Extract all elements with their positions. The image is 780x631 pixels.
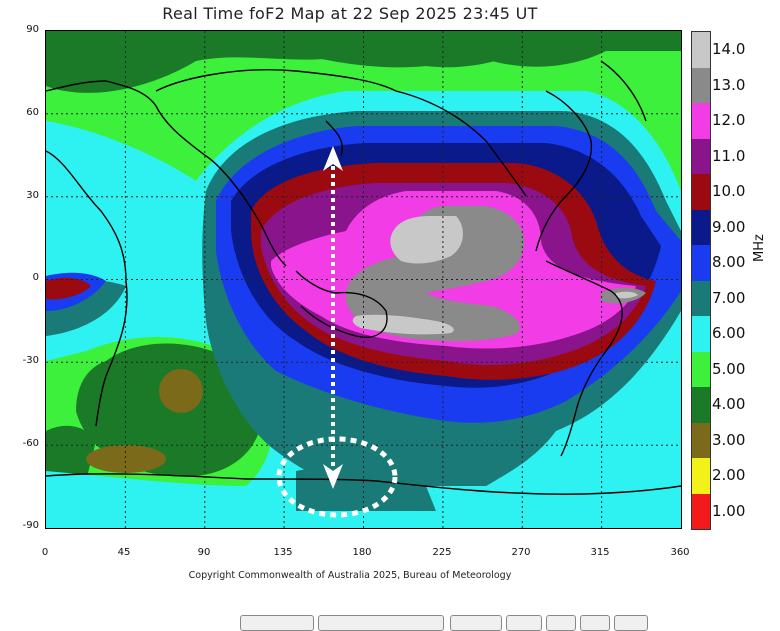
x-tick-label: 180 — [352, 547, 372, 558]
x-tick-label: 0 — [41, 547, 49, 558]
colorbar-label: 7.00 — [712, 288, 746, 307]
x-tick-label: 360 — [670, 547, 690, 558]
x-tick-label: 135 — [273, 547, 293, 558]
colorbar — [691, 31, 711, 530]
colorbar-segment — [692, 67, 710, 103]
y-tick-label: -30 — [22, 355, 39, 366]
colorbar-segment — [692, 316, 710, 352]
bottom-button[interactable] — [240, 615, 314, 631]
colorbar-segment — [692, 493, 710, 529]
bottom-button[interactable] — [546, 615, 576, 631]
x-tick-label: 90 — [197, 547, 211, 558]
y-tick-label: 90 — [26, 24, 39, 35]
bottom-button[interactable] — [580, 615, 610, 631]
map-title: Real Time foF2 Map at 22 Sep 2025 23:45 … — [162, 4, 538, 23]
y-tick-label: -60 — [22, 438, 39, 449]
x-tick-label: 225 — [432, 547, 452, 558]
colorbar-label: 6.00 — [712, 324, 746, 342]
colorbar-label: 3.00 — [712, 430, 746, 449]
colorbar-segment — [692, 387, 710, 423]
copyright-notice: Copyright Commonwealth of Australia 2025… — [188, 570, 512, 581]
bottom-button[interactable] — [506, 615, 542, 631]
colorbar-label: 1.00 — [712, 501, 746, 520]
x-tick-label: 270 — [511, 547, 531, 558]
colorbar-segment — [692, 280, 710, 316]
x-tick-label: 315 — [590, 547, 610, 558]
y-tick-label: -90 — [22, 520, 39, 531]
y-tick-label: 60 — [26, 107, 39, 118]
bottom-button[interactable] — [318, 615, 444, 631]
colorbar-label: 2.00 — [712, 466, 746, 484]
colorbar-label: 4.00 — [712, 395, 746, 413]
colorbar-label: 5.00 — [712, 359, 746, 378]
fof2-contour-map — [46, 31, 681, 528]
y-tick-label: 0 — [32, 272, 39, 283]
colorbar-label: 9.00 — [712, 217, 746, 236]
colorbar-label: 12.0 — [712, 111, 746, 129]
fof2-map — [45, 30, 682, 529]
colorbar-segment — [692, 245, 710, 281]
y-tick-label: 30 — [26, 190, 39, 201]
annotation-arrow — [323, 146, 343, 489]
bottom-button[interactable] — [614, 615, 648, 631]
colorbar-segment — [692, 209, 710, 245]
colorbar-segment — [692, 103, 710, 139]
colorbar-label: 8.00 — [712, 253, 746, 271]
x-tick-label: 45 — [117, 547, 131, 558]
bottom-button[interactable] — [450, 615, 502, 631]
colorbar-label: 13.0 — [712, 75, 746, 94]
colorbar-segment — [692, 174, 710, 210]
colorbar-segment — [692, 351, 710, 387]
colorbar-segment — [692, 458, 710, 494]
annotation-ellipse — [276, 436, 398, 518]
colorbar-segment — [692, 138, 710, 174]
colorbar-segment — [692, 32, 710, 68]
colorbar-label: 10.0 — [712, 182, 746, 200]
colorbar-label: 14.0 — [712, 40, 746, 58]
colorbar-unit: MHz — [752, 234, 767, 262]
colorbar-segment — [692, 422, 710, 458]
colorbar-label: 11.0 — [712, 146, 746, 165]
